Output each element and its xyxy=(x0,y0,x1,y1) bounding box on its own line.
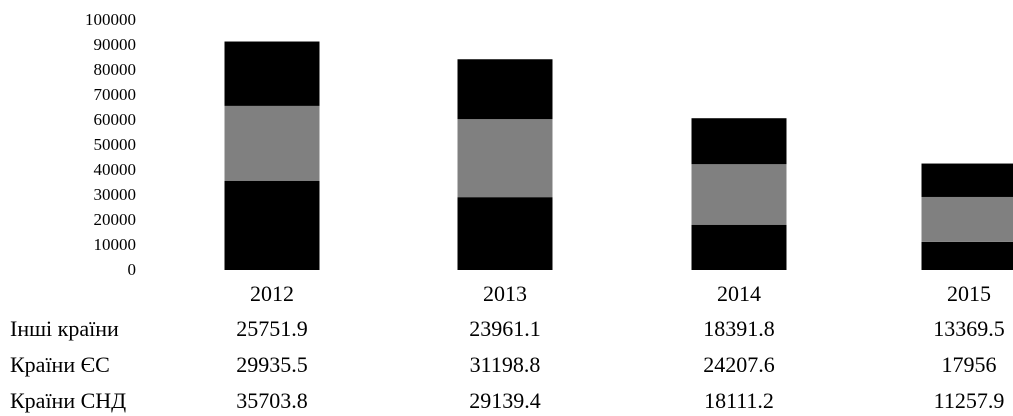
table-cell: 29935.5 xyxy=(236,352,308,377)
y-tick-label: 70000 xyxy=(94,85,137,104)
x-tick-label: 2013 xyxy=(483,281,527,306)
x-tick-label: 2015 xyxy=(947,281,991,306)
bar-segment-2013-series-1 xyxy=(457,119,553,198)
bar-segment-2015-series-0 xyxy=(921,241,1013,270)
table-cell: 17956 xyxy=(942,352,997,377)
y-tick-label: 30000 xyxy=(94,185,137,204)
table-row-label: Країни СНД xyxy=(10,388,126,413)
table-cell: 35703.8 xyxy=(236,388,308,413)
table-cell: 18391.8 xyxy=(703,316,775,341)
table-cell: 31198.8 xyxy=(470,352,541,377)
y-tick-label: 90000 xyxy=(94,35,137,54)
y-tick-label: 50000 xyxy=(94,135,137,154)
table-row-label: Країни ЄС xyxy=(10,352,110,377)
table-cell: 29139.4 xyxy=(469,388,541,413)
bar-area xyxy=(224,41,1013,270)
bar-segment-2012-series-0 xyxy=(224,180,320,270)
bar-segment-2015-series-1 xyxy=(921,196,1013,242)
bar-segment-2012-series-2 xyxy=(224,41,320,106)
y-tick-label: 60000 xyxy=(94,110,137,129)
y-tick-label: 0 xyxy=(128,260,137,279)
table-row-label: Інші країни xyxy=(10,316,119,341)
table-cell: 25751.9 xyxy=(236,316,308,341)
y-tick-label: 80000 xyxy=(94,60,137,79)
bar-segment-2014-series-0 xyxy=(691,224,787,270)
y-tick-label: 10000 xyxy=(94,235,137,254)
y-tick-label: 100000 xyxy=(85,10,136,29)
bar-segment-2014-series-2 xyxy=(691,118,787,165)
table-cell: 11257.9 xyxy=(934,388,1005,413)
data-table: Інші країни 25751.9 23961.1 18391.8 13369.5 К… xyxy=(10,316,1005,413)
bar-segment-2012-series-1 xyxy=(224,105,320,181)
bar-segment-2014-series-1 xyxy=(691,164,787,225)
bar-segment-2015-series-2 xyxy=(921,163,1013,197)
x-axis: 2012 2013 2014 2015 xyxy=(250,281,991,306)
x-tick-label: 2012 xyxy=(250,281,294,306)
table-cell: 18111.2 xyxy=(704,388,774,413)
table-cell: 24207.6 xyxy=(703,352,775,377)
x-tick-label: 2014 xyxy=(717,281,761,306)
table-cell: 23961.1 xyxy=(469,316,541,341)
table-cell: 13369.5 xyxy=(933,316,1005,341)
y-axis: 0 10000 20000 30000 40000 50000 60000 70000 8000… xyxy=(85,10,136,279)
y-tick-label: 40000 xyxy=(94,160,137,179)
bar-segment-2013-series-0 xyxy=(457,197,553,270)
bar-segment-2013-series-2 xyxy=(457,59,553,120)
y-tick-label: 20000 xyxy=(94,210,137,229)
